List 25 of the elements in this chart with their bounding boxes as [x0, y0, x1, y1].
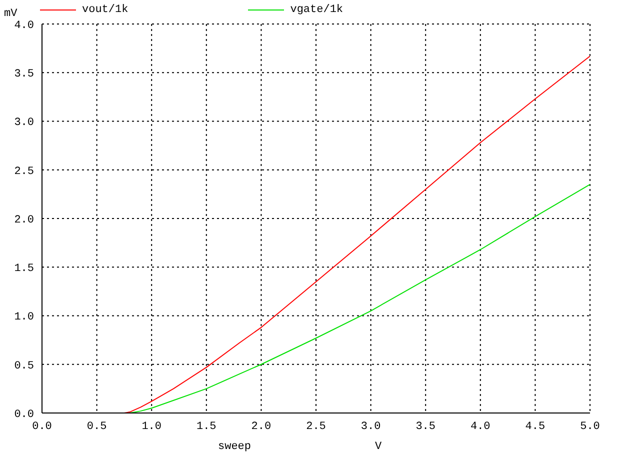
- legend-label: vout/1k: [82, 4, 128, 16]
- y-tick-label: 0.5: [14, 360, 34, 372]
- y-tick-label: 4.0: [14, 20, 34, 32]
- x-tick-label: 2.5: [306, 420, 326, 433]
- y-tick-label: 0.0: [14, 408, 34, 421]
- x-tick-label: 3.5: [416, 420, 436, 433]
- y-tick-label: 1.5: [14, 263, 34, 276]
- x-axis-title: sweep: [218, 441, 252, 453]
- x-tick-label: 1.0: [142, 420, 162, 433]
- x-tick-label: 2.0: [251, 420, 272, 433]
- y-axis-title: mV: [4, 8, 18, 20]
- legend-label: vgate/1k: [290, 4, 344, 16]
- x-tick-label: 0.0: [32, 420, 52, 433]
- y-tick-label: 2.0: [14, 214, 34, 226]
- y-tick-label: 1.0: [14, 312, 34, 324]
- text: V: [375, 441, 382, 453]
- y-tick-label: 3.5: [14, 68, 34, 81]
- y-tick-label: 2.5: [14, 166, 34, 178]
- x-tick-label: 3.0: [360, 420, 381, 433]
- x-tick-label: 1.5: [196, 420, 216, 433]
- x-tick-label: 5.0: [580, 420, 600, 433]
- x-tick-label: 0.5: [86, 420, 107, 433]
- y-tick-label: 3.0: [14, 117, 34, 130]
- x-tick-label: 4.5: [525, 420, 546, 433]
- x-tick-label: 4.0: [470, 420, 490, 433]
